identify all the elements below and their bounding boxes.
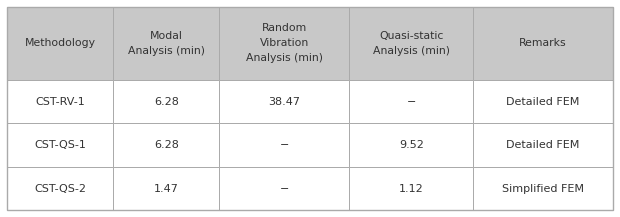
Text: 38.47: 38.47 [268,97,300,107]
Bar [113,167,219,210]
Bar [7,7,113,80]
Bar [219,123,349,167]
Bar [474,7,613,80]
Text: 9.52: 9.52 [399,140,424,150]
Bar [113,80,219,123]
Bar [219,80,349,123]
Text: Detailed FEM: Detailed FEM [507,97,580,107]
Text: Random
Vibration
Analysis (min): Random Vibration Analysis (min) [246,23,323,63]
Bar [7,123,113,167]
Bar [7,80,113,123]
Text: Quasi-static
Analysis (min): Quasi-static Analysis (min) [373,31,450,56]
Text: CST-QS-2: CST-QS-2 [34,184,86,194]
Text: 1.12: 1.12 [399,184,423,194]
Bar [474,80,613,123]
Text: −: − [280,140,289,150]
Text: 6.28: 6.28 [154,97,179,107]
Text: 6.28: 6.28 [154,140,179,150]
Bar [219,167,349,210]
Text: CST-QS-1: CST-QS-1 [35,140,86,150]
Text: −: − [280,184,289,194]
Bar [7,167,113,210]
Text: Remarks: Remarks [519,38,567,48]
Text: Detailed FEM: Detailed FEM [507,140,580,150]
Bar [474,123,613,167]
Text: 1.47: 1.47 [154,184,179,194]
Text: Simplified FEM: Simplified FEM [502,184,584,194]
Bar [474,167,613,210]
Bar [113,123,219,167]
Bar [219,7,349,80]
Bar [349,80,474,123]
Text: Modal
Analysis (min): Modal Analysis (min) [128,31,205,56]
Text: −: − [407,97,416,107]
Bar [113,7,219,80]
Bar [349,123,474,167]
Bar [349,167,474,210]
Text: CST-RV-1: CST-RV-1 [35,97,86,107]
Text: Methodology: Methodology [25,38,96,48]
Bar [349,7,474,80]
